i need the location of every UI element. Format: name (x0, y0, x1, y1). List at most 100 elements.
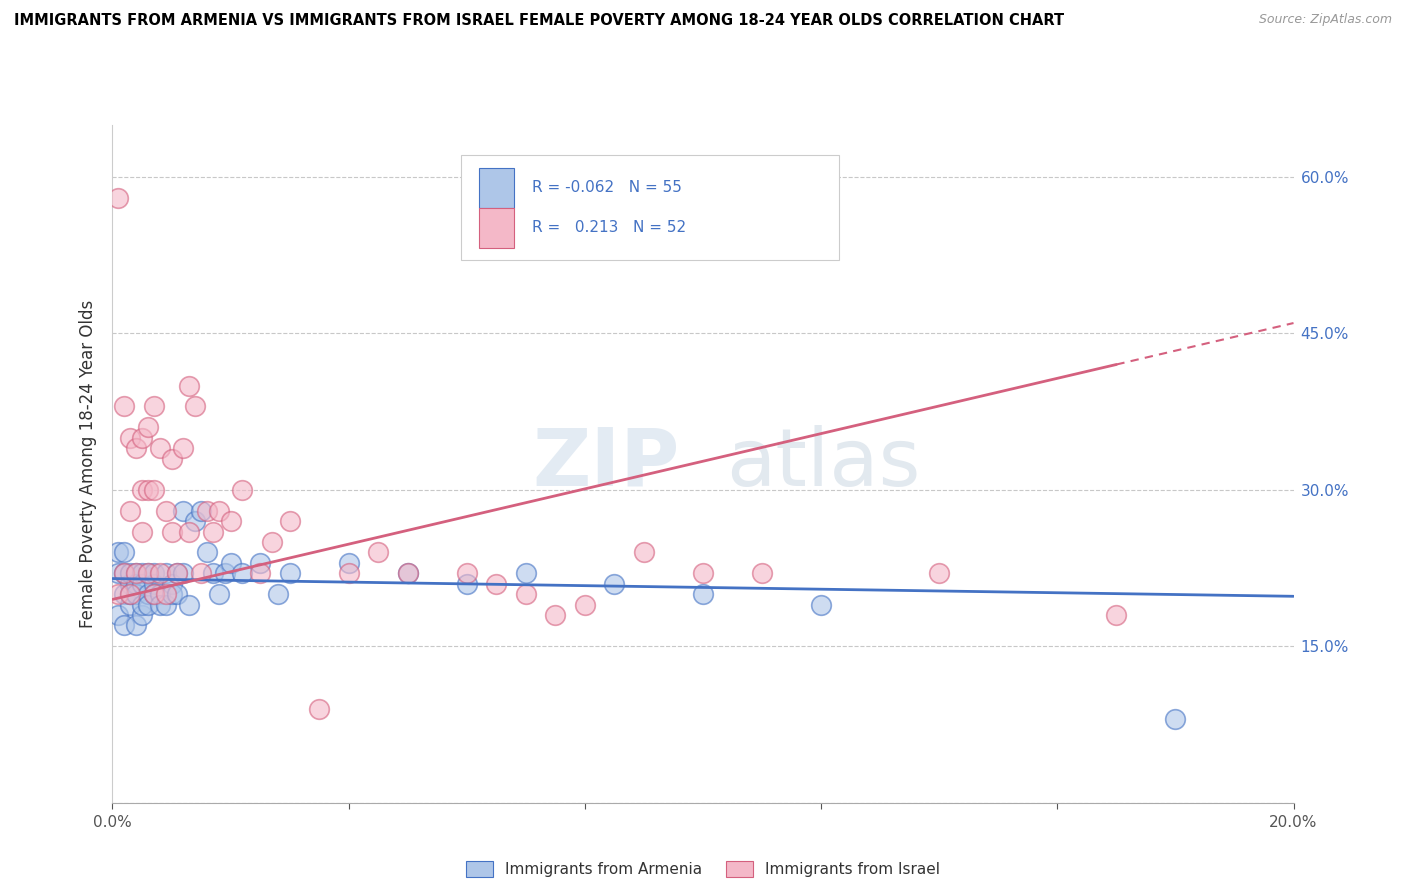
Point (125, 587, 148, 601)
Point (131, 598, 153, 612)
Point (219, 556, 242, 570)
Point (184, 400, 207, 414)
Point (107, 545, 129, 559)
FancyBboxPatch shape (461, 155, 839, 260)
Text: ZIP: ZIP (531, 425, 679, 503)
Point (219, 514, 242, 528)
Point (485, 576, 508, 591)
Point (136, 598, 159, 612)
Point (172, 566, 194, 581)
Point (131, 566, 153, 581)
Point (112, 587, 135, 601)
Point (142, 576, 165, 591)
Point (107, 587, 129, 601)
Point (131, 608, 153, 623)
Point (136, 587, 159, 601)
Point (515, 566, 537, 581)
Point (112, 618, 135, 632)
Point (112, 566, 135, 581)
Point (120, 587, 142, 601)
Point (208, 504, 231, 518)
Point (260, 535, 283, 549)
Point (249, 556, 271, 570)
Point (120, 576, 142, 591)
Point (231, 566, 253, 581)
Point (131, 576, 153, 591)
Point (160, 451, 183, 466)
Point (195, 545, 218, 559)
Point (751, 566, 773, 581)
Point (149, 598, 172, 612)
Point (166, 566, 188, 581)
FancyBboxPatch shape (478, 168, 515, 208)
Text: atlas: atlas (727, 425, 921, 503)
Point (142, 483, 165, 497)
Point (190, 504, 212, 518)
Point (179, 598, 201, 612)
Point (107, 608, 129, 623)
Point (155, 598, 177, 612)
Point (125, 441, 148, 455)
Point (125, 566, 148, 581)
Point (125, 576, 148, 591)
Point (131, 431, 153, 445)
Point (396, 566, 419, 581)
Point (142, 566, 165, 581)
Point (155, 587, 177, 601)
Point (142, 587, 165, 601)
Point (195, 504, 218, 518)
Y-axis label: Female Poverty Among 18-24 Year Olds: Female Poverty Among 18-24 Year Olds (79, 300, 97, 628)
Point (112, 545, 135, 559)
Point (603, 576, 626, 591)
Point (131, 524, 153, 539)
Point (112, 400, 135, 414)
Point (214, 566, 236, 581)
Point (172, 441, 194, 455)
Point (149, 566, 172, 581)
Point (367, 545, 389, 559)
Text: R = -0.062   N = 55: R = -0.062 N = 55 (531, 180, 682, 195)
Point (810, 598, 832, 612)
Point (515, 587, 537, 601)
Point (125, 618, 148, 632)
Point (166, 566, 188, 581)
Point (544, 608, 567, 623)
Point (172, 504, 194, 518)
Point (1164, 712, 1187, 726)
Point (692, 566, 714, 581)
Point (120, 431, 142, 445)
Point (184, 514, 207, 528)
Point (120, 598, 142, 612)
Point (201, 524, 224, 539)
Point (231, 483, 253, 497)
Text: R =   0.213   N = 52: R = 0.213 N = 52 (531, 220, 686, 235)
Point (120, 566, 142, 581)
Text: Source: ZipAtlas.com: Source: ZipAtlas.com (1258, 13, 1392, 27)
Point (337, 566, 360, 581)
Point (136, 420, 159, 434)
Point (456, 576, 478, 591)
Point (125, 566, 148, 581)
Point (928, 566, 950, 581)
Point (574, 598, 596, 612)
Point (308, 702, 330, 716)
Point (155, 566, 177, 581)
Point (120, 504, 142, 518)
Point (456, 566, 478, 581)
Point (112, 566, 135, 581)
Point (267, 587, 290, 601)
Point (160, 576, 183, 591)
Point (201, 566, 224, 581)
Point (149, 441, 172, 455)
Point (142, 400, 165, 414)
Point (208, 587, 231, 601)
Point (107, 566, 129, 581)
Point (692, 587, 714, 601)
Point (166, 587, 188, 601)
FancyBboxPatch shape (478, 208, 515, 248)
Point (278, 566, 301, 581)
Point (155, 504, 177, 518)
Point (190, 566, 212, 581)
Text: IMMIGRANTS FROM ARMENIA VS IMMIGRANTS FROM ISRAEL FEMALE POVERTY AMONG 18-24 YEA: IMMIGRANTS FROM ARMENIA VS IMMIGRANTS FR… (14, 13, 1064, 29)
Point (142, 587, 165, 601)
